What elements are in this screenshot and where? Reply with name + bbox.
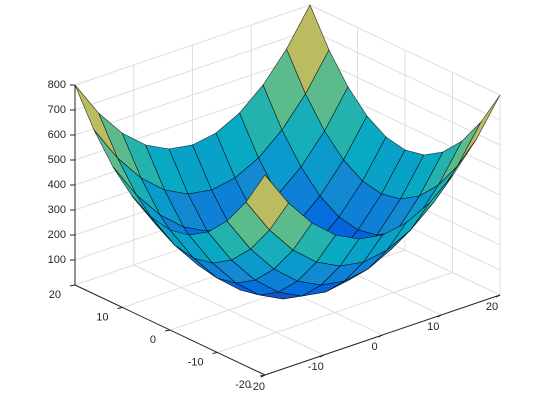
x-tick bbox=[437, 314, 442, 318]
surface-patch bbox=[245, 174, 289, 231]
z-tick-label: 800 bbox=[48, 79, 66, 91]
grid-line bbox=[74, 29, 311, 111]
grid-line bbox=[217, 272, 453, 353]
y-tick-label: 0 bbox=[150, 334, 156, 346]
y-tick bbox=[212, 352, 218, 354]
z-tick-label: 100 bbox=[48, 254, 66, 266]
x-tick bbox=[495, 294, 501, 298]
grid-line bbox=[74, 54, 311, 136]
y-tick bbox=[164, 329, 171, 332]
surface-patch bbox=[74, 84, 118, 159]
x-tick bbox=[378, 334, 383, 338]
grid-line bbox=[309, 54, 501, 146]
y-tick-label: 10 bbox=[96, 311, 108, 323]
z-tick-label: 400 bbox=[48, 179, 66, 191]
y-tick bbox=[259, 374, 266, 377]
z-tick-label: 600 bbox=[48, 129, 66, 141]
y-tick bbox=[117, 307, 123, 309]
x-tick-label: -10 bbox=[308, 361, 324, 373]
x-tick-label: 20 bbox=[486, 301, 498, 313]
x-tick-label: 0 bbox=[371, 341, 377, 353]
y-tick-label: -10 bbox=[188, 356, 204, 368]
surface-patch bbox=[457, 94, 501, 167]
y-tick bbox=[69, 284, 76, 287]
x-tick bbox=[319, 354, 324, 358]
y-tick-label: -20 bbox=[235, 379, 251, 391]
x-tick-label: -20 bbox=[249, 381, 265, 393]
grid-line bbox=[309, 29, 501, 121]
y-tick-label: 20 bbox=[49, 289, 61, 301]
z-tick-label: 200 bbox=[48, 229, 66, 241]
grid-line bbox=[309, 4, 501, 96]
x-tick-label: 10 bbox=[427, 321, 439, 333]
z-tick-label: 300 bbox=[48, 204, 66, 216]
z-tick-label: 500 bbox=[48, 154, 66, 166]
z-tick-label: 700 bbox=[48, 104, 66, 116]
grid-line bbox=[74, 4, 311, 86]
